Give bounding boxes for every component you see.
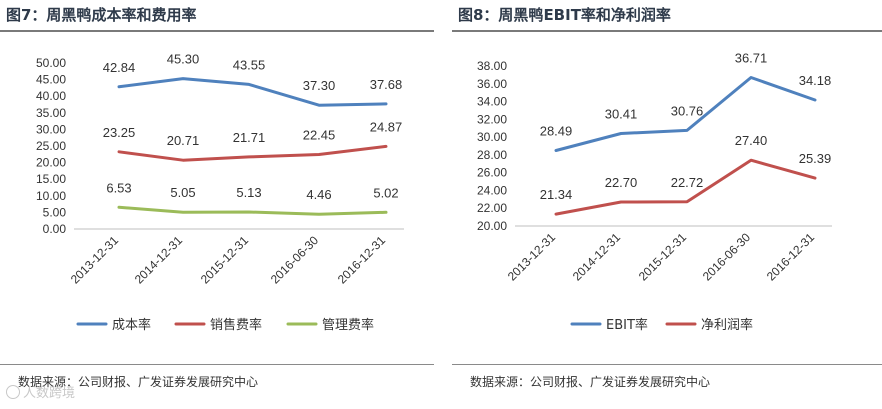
y-tick-label: 32.00 — [477, 112, 507, 126]
x-tick-label: 2015-12-31 — [198, 233, 252, 287]
title-rule — [0, 30, 434, 32]
watermark: 人数跨境 — [6, 382, 75, 401]
x-tick-label: 2016-12-31 — [335, 233, 389, 287]
y-tick-label: 15.00 — [36, 172, 66, 186]
title-rule — [452, 30, 882, 32]
figure-8-title: 图8：周黑鸭EBIT率和净利润率 — [458, 6, 671, 24]
y-tick-label: 28.00 — [477, 148, 507, 162]
y-tick-label: 50.00 — [36, 56, 66, 70]
x-tick-label: 2013-12-31 — [68, 233, 122, 287]
data-label: 37.68 — [370, 77, 403, 92]
data-label: 24.87 — [370, 119, 403, 134]
data-label: 21.34 — [540, 187, 573, 202]
data-label: 45.30 — [167, 52, 200, 67]
data-label: 25.39 — [799, 151, 832, 166]
legend-label: 净利润率 — [701, 317, 753, 333]
data-label: 23.25 — [103, 125, 136, 140]
series-line-2 — [117, 144, 388, 162]
data-label: 37.30 — [303, 78, 336, 93]
source-rule — [0, 364, 434, 365]
legend-label: 管理费率 — [322, 317, 374, 333]
data-label: 42.84 — [103, 60, 136, 75]
data-label: 30.41 — [605, 106, 638, 121]
x-tick-label: 2015-12-31 — [636, 230, 690, 284]
data-label: 5.05 — [170, 185, 195, 200]
figure-8-panel: 图8：周黑鸭EBIT率和净利润率 20.00 22.00 24.00 26.00 28.… — [452, 0, 882, 409]
series-line-1 — [554, 76, 817, 152]
data-label: 22.72 — [671, 175, 704, 190]
legend-label: 成本率 — [112, 317, 151, 333]
watermark-logo-icon — [6, 385, 20, 399]
y-tick-label: 22.00 — [477, 201, 507, 215]
data-label: 5.13 — [236, 185, 261, 200]
data-label: 34.18 — [799, 73, 832, 88]
data-label: 21.71 — [233, 130, 266, 145]
legend-label: 销售费率 — [210, 317, 262, 333]
data-label: 30.76 — [671, 103, 704, 118]
data-label: 22.70 — [605, 175, 638, 190]
y-tick-label: 36.00 — [477, 77, 507, 91]
data-label: 4.46 — [306, 187, 331, 202]
x-tick-label: 2016-06-30 — [268, 233, 322, 287]
legend-label: EBIT率 — [606, 317, 648, 333]
y-tick-label: 35.00 — [36, 106, 66, 120]
cost-expense-ratio-chart: 0.00 5.00 10.00 15.00 20.00 25.00 30.00 35.00 40… — [36, 52, 404, 333]
figure-7-title: 图7：周黑鸭成本率和费用率 — [6, 6, 197, 24]
data-label: 43.55 — [233, 57, 266, 72]
y-tick-label: 20.00 — [477, 219, 507, 233]
y-tick-label: 20.00 — [36, 156, 66, 170]
y-tick-label: 45.00 — [36, 73, 66, 87]
data-label: 27.40 — [735, 133, 768, 148]
x-tick-label: 2013-12-31 — [505, 230, 559, 284]
y-tick-label: 40.00 — [36, 89, 66, 103]
y-tick-label: 30.00 — [36, 122, 66, 136]
figure-8-source: 数据来源：公司财报、广发证券发展研究中心 — [470, 375, 711, 389]
x-tick-label: 2016-12-31 — [764, 230, 818, 284]
data-label: 28.49 — [540, 124, 573, 139]
ebit-net-margin-chart: 20.00 22.00 24.00 26.00 28.00 30.00 32.00 34.00… — [477, 50, 832, 333]
series-line-3 — [117, 205, 388, 216]
y-tick-label: 34.00 — [477, 95, 507, 109]
data-label: 5.02 — [373, 185, 398, 200]
y-tick-label: 25.00 — [36, 139, 66, 153]
data-label: 6.53 — [106, 180, 131, 195]
y-tick-label: 24.00 — [477, 183, 507, 197]
x-tick-label: 2014-12-31 — [132, 233, 186, 287]
y-tick-label: 10.00 — [36, 189, 66, 203]
data-label: 22.45 — [303, 127, 336, 142]
figure-7-source: 数据来源：公司财报、广发证券发展研究中心 — [18, 375, 259, 389]
figure-7-panel: 图7：周黑鸭成本率和费用率 0.00 5.00 10.00 15.00 20.00 25.… — [0, 0, 434, 409]
y-tick-label: 30.00 — [477, 130, 507, 144]
y-tick-label: 0.00 — [43, 222, 67, 236]
y-tick-label: 26.00 — [477, 166, 507, 180]
source-rule — [452, 364, 882, 365]
watermark-text: 人数跨境 — [23, 386, 76, 401]
data-label: 36.71 — [735, 50, 768, 65]
data-label: 20.71 — [167, 133, 200, 148]
x-tick-label: 2014-12-31 — [570, 230, 624, 284]
series-line-2 — [554, 158, 817, 216]
y-tick-label: 5.00 — [43, 205, 67, 219]
x-tick-label: 2016-06-30 — [700, 230, 754, 284]
series-line-1 — [117, 77, 388, 107]
y-tick-label: 38.00 — [477, 59, 507, 73]
